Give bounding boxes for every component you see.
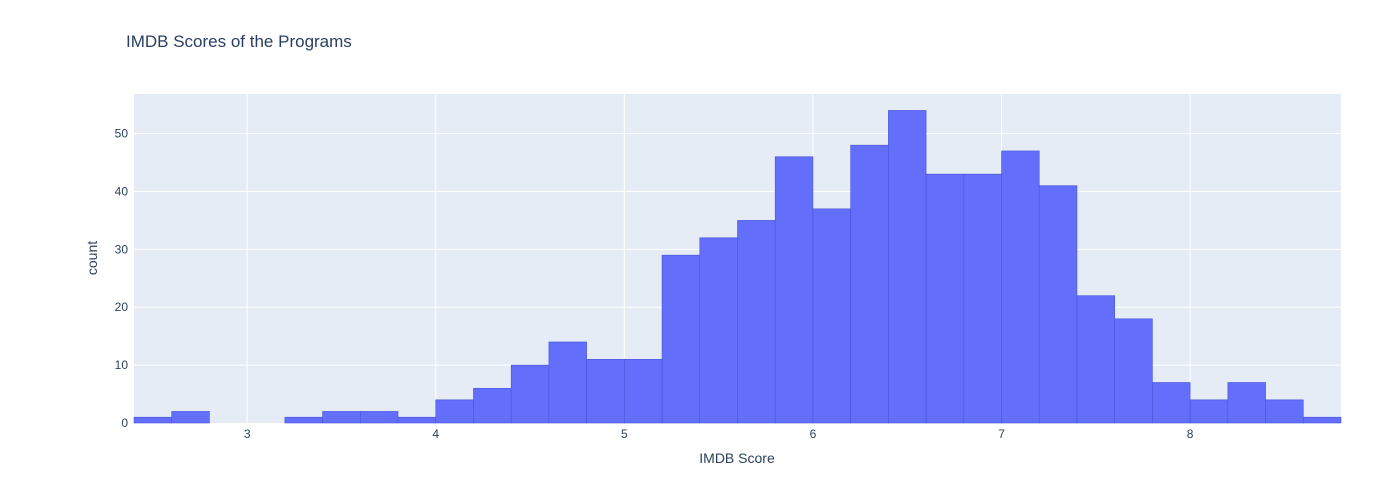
histogram-bar-8[interactable] (435, 399, 474, 424)
y-tick-label: 50 (115, 127, 129, 141)
histogram-bar-7[interactable] (397, 416, 437, 424)
y-tick-label: 40 (115, 184, 129, 198)
x-axis-ticks: 3 4 5 6 7 8 (244, 427, 1194, 441)
histogram-bar-21[interactable] (925, 173, 965, 424)
x-tick-label: 7 (998, 427, 1005, 441)
histogram-bar-29[interactable] (1227, 382, 1266, 424)
histogram-bar-17[interactable] (774, 156, 814, 424)
histogram-bar-31[interactable] (1302, 416, 1342, 424)
histogram-bars (133, 110, 1342, 424)
histogram-bar-25[interactable] (1076, 295, 1115, 424)
histogram-bar-6[interactable] (360, 411, 399, 424)
histogram-bar-27[interactable] (1152, 382, 1191, 424)
histogram-bar-30[interactable] (1265, 399, 1304, 424)
histogram-bar-12[interactable] (586, 359, 625, 424)
histogram-bar-0[interactable] (133, 416, 173, 424)
x-tick-label: 5 (621, 427, 628, 441)
histogram-bar-15[interactable] (699, 237, 738, 424)
histogram-bar-9[interactable] (473, 387, 512, 424)
y-axis-title: count (84, 241, 100, 275)
histogram-bar-5[interactable] (322, 411, 361, 424)
y-tick-label: 10 (115, 358, 129, 372)
histogram-bar-18[interactable] (812, 208, 851, 424)
x-tick-label: 6 (810, 427, 817, 441)
histogram-bar-20[interactable] (888, 110, 927, 424)
chart-title: IMDB Scores of the Programs (126, 32, 352, 51)
histogram-bar-1[interactable] (171, 411, 210, 424)
histogram-bar-28[interactable] (1189, 399, 1229, 424)
histogram-bar-10[interactable] (510, 364, 550, 424)
y-tick-label: 0 (121, 416, 128, 430)
histogram-bar-23[interactable] (1001, 150, 1040, 424)
x-tick-label: 8 (1187, 427, 1194, 441)
histogram-bar-19[interactable] (850, 144, 889, 424)
histogram-bar-24[interactable] (1038, 185, 1078, 424)
histogram-bar-26[interactable] (1114, 318, 1153, 424)
histogram-bar-13[interactable] (624, 359, 663, 424)
histogram-bar-22[interactable] (963, 173, 1002, 424)
x-tick-label: 4 (432, 427, 439, 441)
y-tick-label: 20 (115, 300, 129, 314)
y-axis-ticks: 0 10 20 30 40 50 (115, 127, 129, 430)
y-tick-label: 30 (115, 242, 129, 256)
histogram-bar-4[interactable] (284, 416, 323, 424)
histogram-bar-16[interactable] (737, 220, 776, 424)
x-axis-title: IMDB Score (699, 450, 775, 466)
x-tick-label: 3 (244, 427, 251, 441)
histogram-bar-14[interactable] (661, 254, 701, 424)
histogram-bar-11[interactable] (548, 341, 587, 424)
